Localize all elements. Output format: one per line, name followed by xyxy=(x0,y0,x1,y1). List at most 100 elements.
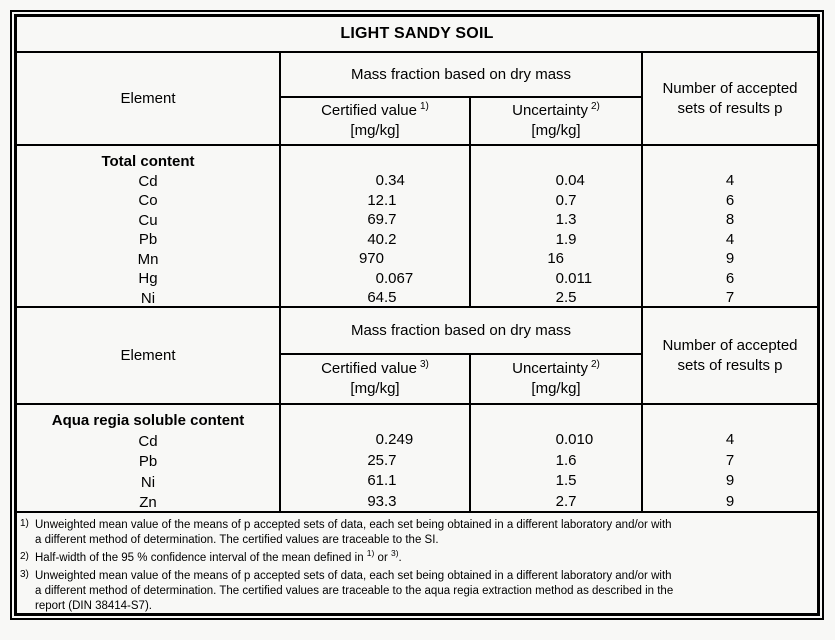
uncertainty-value: 0.011 xyxy=(555,269,593,287)
element-symbol: Hg xyxy=(138,270,158,287)
group-label-aqua-regia: Aqua regia soluble content xyxy=(51,412,245,429)
accepted-sets-line1: Number of accepted xyxy=(662,336,798,354)
element-symbol: Ni xyxy=(140,289,156,307)
element-symbol: Co xyxy=(138,192,158,209)
certified-value: 0.249 xyxy=(375,431,414,448)
uncertainty-header-1: Uncertainty 2) [mg/kg] xyxy=(469,96,641,144)
footnote-text-segment: or xyxy=(374,552,391,564)
accepted-sets-header-2: Number of accepted sets of results p xyxy=(641,306,817,403)
element-symbol: Pb xyxy=(138,231,158,248)
element-symbol: Cd xyxy=(138,172,158,190)
mass-fraction-header-2: Mass fraction based on dry mass xyxy=(279,306,641,353)
certified-value: 12.1 xyxy=(367,191,397,209)
element-symbol: Zn xyxy=(139,494,157,511)
element-column-1: Total content Cd Co Cu Pb Mn Hg Ni xyxy=(17,144,279,307)
uncertainty-value: 2.5 xyxy=(555,289,577,306)
uncertainty-value: 1.3 xyxy=(555,211,577,228)
p-value: 9 xyxy=(725,472,735,489)
footnote-text-segment: Half-width of the 95 % confidence interv… xyxy=(35,552,367,564)
certified-value: 93.3 xyxy=(367,492,397,510)
uncertainty-unit-2: [mg/kg] xyxy=(531,380,581,397)
certified-value: 970 xyxy=(358,250,384,267)
footnote-ref: 1) xyxy=(419,101,429,112)
footnote-marker: 2) xyxy=(20,551,29,562)
p-column-2: 4 7 9 9 xyxy=(641,403,817,511)
certificate-table-frame: LIGHT SANDY SOIL Element Mass fraction b… xyxy=(10,10,824,620)
uncertainty-text: Uncertainty xyxy=(512,102,588,119)
footnote-text-segment: . xyxy=(398,552,402,564)
element-symbol: Cu xyxy=(138,211,158,229)
uncertainty-label-1: Uncertainty 2) xyxy=(512,101,600,121)
accepted-sets-line1: Number of accepted xyxy=(662,79,798,97)
certified-value: 69.7 xyxy=(367,211,397,228)
accepted-sets-line2: sets of results p xyxy=(677,99,783,117)
uncertainty-text: Uncertainty xyxy=(512,360,588,377)
p-value: 7 xyxy=(725,289,735,306)
element-column-2: Aqua regia soluble content Cd Pb Ni Zn xyxy=(17,403,279,511)
p-value: 9 xyxy=(725,250,735,267)
p-column-1: 4 6 8 4 9 6 7 xyxy=(641,144,817,306)
footnote-2: 2) Half-width of the 95 % confidence int… xyxy=(18,548,811,566)
footnote-text: Half-width of the 95 % confidence interv… xyxy=(35,548,811,566)
uncertainty-unit-1: [mg/kg] xyxy=(531,122,581,139)
uncertainty-value: 0.7 xyxy=(555,191,577,209)
footnote-3: 3) Unweighted mean value of the means of… xyxy=(18,569,811,613)
certified-value-label-1: Certified value 1) xyxy=(321,101,429,121)
p-value: 9 xyxy=(725,492,735,510)
uncertainty-value: 0.04 xyxy=(555,172,585,189)
element-symbol: Cd xyxy=(138,432,158,450)
p-value: 7 xyxy=(725,451,735,469)
element-header-1: Element xyxy=(17,51,279,144)
certified-value-text: Certified value xyxy=(321,360,417,377)
certified-value: 0.34 xyxy=(375,172,405,189)
certified-value: 0.067 xyxy=(375,269,414,287)
p-value: 4 xyxy=(725,431,735,448)
uncertainty-header-2: Uncertainty 2) [mg/kg] xyxy=(469,353,641,403)
footnote-ref: 1) xyxy=(366,548,375,559)
certified-unit-2: [mg/kg] xyxy=(350,380,400,397)
certificate-table-inner-frame: LIGHT SANDY SOIL Element Mass fraction b… xyxy=(14,14,820,616)
footnote-text: Unweighted mean value of the means of p … xyxy=(35,570,674,612)
certified-value-text: Certified value xyxy=(321,102,417,119)
certified-column-1: 0.34 12.1 69.7 40.2 970 0.067 64.5 xyxy=(279,144,469,306)
uncertainty-value: 1.6 xyxy=(555,451,577,469)
footnote-marker: 1) xyxy=(20,518,29,529)
footnotes-area: 1) Unweighted mean value of the means of… xyxy=(17,511,817,613)
element-symbol: Mn xyxy=(137,250,159,268)
uncertainty-column-2: 0.010 1.6 1.5 2.7 xyxy=(469,403,641,511)
uncertainty-value: 1.9 xyxy=(555,230,577,248)
certified-unit-1: [mg/kg] xyxy=(350,122,400,139)
mass-fraction-header-1: Mass fraction based on dry mass xyxy=(279,51,641,96)
certified-value-header-2: Certified value 3) [mg/kg] xyxy=(279,353,469,403)
p-value: 4 xyxy=(725,172,735,189)
certified-value: 25.7 xyxy=(367,451,397,469)
certified-value: 40.2 xyxy=(367,230,397,248)
certificate-table: LIGHT SANDY SOIL Element Mass fraction b… xyxy=(17,17,817,613)
p-value: 4 xyxy=(725,230,735,248)
certified-column-2: 0.249 25.7 61.1 93.3 xyxy=(279,403,469,511)
table-title: LIGHT SANDY SOIL xyxy=(340,25,494,42)
accepted-sets-line2: sets of results p xyxy=(677,356,783,374)
uncertainty-label-2: Uncertainty 2) xyxy=(512,359,600,379)
accepted-sets-header-1: Number of accepted sets of results p xyxy=(641,51,817,144)
group-label-total-content: Total content xyxy=(101,153,195,170)
uncertainty-value: 16 xyxy=(547,250,564,267)
footnote-ref: 2) xyxy=(590,359,600,370)
footnote-marker: 3) xyxy=(20,569,29,580)
element-header-2: Element xyxy=(17,306,279,403)
uncertainty-value: 1.5 xyxy=(555,472,577,489)
element-symbol: Pb xyxy=(138,453,158,470)
certified-value-header-1: Certified value 1) [mg/kg] xyxy=(279,96,469,144)
footnote-text: Unweighted mean value of the means of p … xyxy=(35,519,672,546)
p-value: 6 xyxy=(725,191,735,209)
footnote-ref: 3) xyxy=(390,548,399,559)
certified-value-label-2: Certified value 3) xyxy=(321,359,429,379)
certified-value: 61.1 xyxy=(367,472,397,489)
certified-value: 64.5 xyxy=(367,289,397,306)
uncertainty-value: 0.010 xyxy=(555,431,594,448)
footnote-ref: 3) xyxy=(419,359,429,370)
p-value: 6 xyxy=(725,269,735,287)
p-value: 8 xyxy=(725,211,735,228)
element-symbol: Ni xyxy=(140,473,156,491)
footnote-ref: 2) xyxy=(590,101,600,112)
